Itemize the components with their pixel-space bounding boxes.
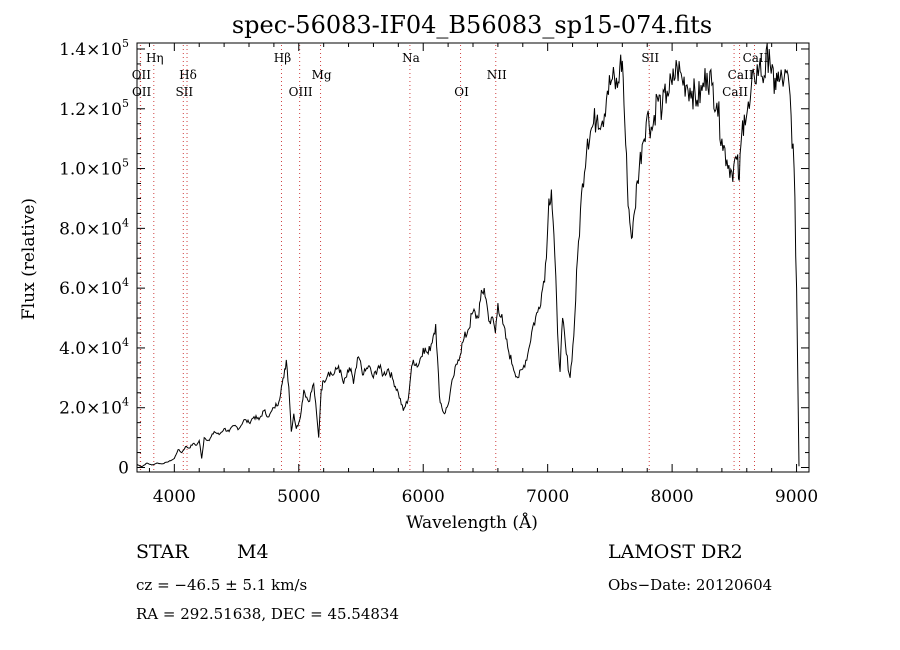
line-label: SII [175, 85, 193, 99]
line-label: Hδ [179, 68, 197, 82]
survey-name: LAMOST DR2 [608, 541, 743, 563]
y-tick-label: 8.0×104 [59, 216, 129, 239]
line-label: Mg [312, 68, 332, 82]
y-tick-label: 2.0×104 [59, 396, 129, 419]
x-tick-label: 9000 [775, 487, 818, 507]
emission-line-markers: Hη OII OII Hδ SII Hβ Mg OIII Na OI NII SII CaII CaII C… [132, 45, 769, 472]
y-tick-label: 1.0×105 [59, 157, 129, 180]
x-tick-label: 4000 [153, 487, 196, 507]
y-tick-label: 1.2×105 [59, 97, 129, 120]
x-tick-label: 5000 [277, 487, 320, 507]
line-label: CaII [743, 51, 769, 65]
y-tick-label: 1.4×105 [59, 37, 129, 60]
line-label: OIII [289, 85, 313, 99]
line-label: Hη [146, 51, 164, 65]
spectrum-line [136, 43, 800, 468]
coordinates: RA = 292.51638, DEC = 45.54834 [136, 605, 400, 623]
line-label: OII [132, 68, 152, 82]
line-label: OII [132, 85, 152, 99]
radial-velocity: cz = −46.5 ± 5.1 km/s [136, 576, 308, 594]
line-label: SII [641, 51, 659, 65]
line-label: CaII [728, 68, 754, 82]
y-axis-label: Flux (relative) [19, 198, 39, 320]
line-label: CaII [722, 85, 748, 99]
x-tick-label: 7000 [526, 487, 569, 507]
x-axis-label: Wavelength (Å) [406, 512, 538, 533]
x-tick-label: 6000 [402, 487, 445, 507]
plot-frame [136, 42, 810, 473]
object-class: STAR [136, 541, 189, 563]
observation-date: Obs−Date: 20120604 [608, 576, 773, 594]
y-tick-label: 4.0×104 [59, 336, 129, 359]
line-label: Hβ [274, 51, 291, 65]
chart-title: spec-56083-IF04_B56083_sp15-074.fits [232, 11, 712, 39]
line-label: OI [454, 85, 469, 99]
x-tick-label: 8000 [650, 487, 693, 507]
x-axis: 4000 5000 6000 7000 8000 9000 [148, 43, 818, 507]
object-subclass: M4 [237, 541, 269, 563]
y-tick-label: 0 [118, 459, 129, 479]
line-label: Na [402, 51, 420, 65]
line-label: NII [487, 68, 507, 82]
y-tick-label: 6.0×104 [59, 276, 129, 299]
y-axis: 0 2.0×104 4.0×104 6.0×104 8.0×104 1.0×105 1.2×… [59, 37, 809, 479]
